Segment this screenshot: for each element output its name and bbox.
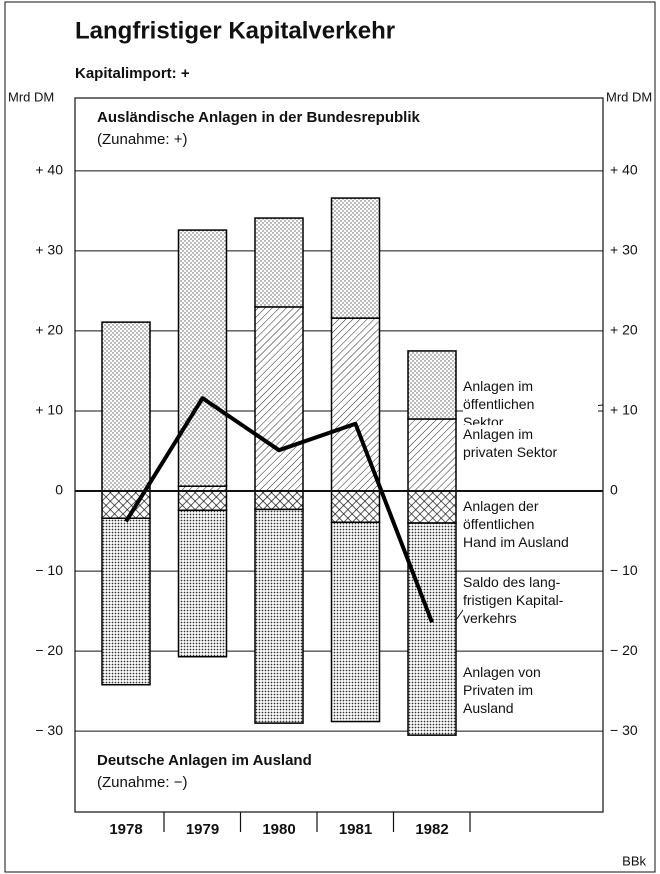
- bar-segment: [101, 321, 151, 492]
- chart-title: Langfristiger Kapitalverkehr: [75, 17, 395, 44]
- y-tick-label: + 20: [35, 322, 63, 338]
- legend-entry: Anlagen von Privaten im Ausland: [463, 663, 598, 717]
- y2-tick-label: + 20: [610, 322, 638, 338]
- y-tick-label: + 10: [35, 402, 63, 418]
- legend-entry: Saldo des lang- fristigen Kapital- verke…: [463, 573, 598, 627]
- bar-segment: [177, 490, 228, 511]
- bar-segment: [254, 508, 304, 724]
- bar-segment: [254, 490, 304, 511]
- bar-segment: [254, 306, 304, 492]
- annotation: (Zunahme: +): [97, 131, 187, 148]
- bar-segment: [407, 522, 457, 736]
- x-tick-label: 1982: [415, 821, 448, 838]
- y2-tick-label: + 10: [610, 402, 638, 418]
- bar-segment: [407, 490, 457, 524]
- bar-segment: [407, 418, 457, 492]
- bar-segment: [330, 490, 381, 523]
- bar-segment: [407, 350, 457, 420]
- y-tick-label: − 20: [35, 642, 63, 658]
- source: BBk: [622, 853, 646, 868]
- x-tick-label: 1979: [186, 821, 219, 838]
- y-axis-label: Mrd DM: [8, 89, 54, 104]
- y2-tick-label: − 20: [610, 642, 638, 658]
- bar-segment: [177, 229, 228, 487]
- bar-segment: [330, 197, 381, 319]
- x-tick-label: 1981: [339, 821, 372, 838]
- bar-segment: [177, 509, 228, 658]
- y2-tick-label: 0: [610, 482, 618, 498]
- y-tick-label: − 30: [35, 722, 63, 738]
- y-tick-label: 0: [55, 482, 63, 498]
- x-tick-label: 1978: [109, 821, 142, 838]
- line-series: [124, 396, 434, 624]
- y2-tick-label: + 30: [610, 242, 638, 258]
- plot-frame: [74, 97, 604, 813]
- y-tick-label: − 10: [35, 562, 63, 578]
- legend-entry: Anlagen der öffentlichen Hand im Ausland: [463, 497, 598, 551]
- legend-entry: Anlagen im öffentlichen Sektor: [463, 377, 598, 431]
- y-tick-label: + 30: [35, 242, 63, 258]
- y2-tick-label: + 40: [610, 162, 638, 178]
- bar-segment: [101, 517, 151, 686]
- y2-tick-label: − 30: [610, 722, 638, 738]
- y-tick-label: + 40: [35, 162, 63, 178]
- annotation: Deutsche Anlagen im Ausland: [97, 752, 312, 769]
- bar-segment: [254, 217, 304, 308]
- y2-axis-label: Mrd DM: [606, 89, 652, 104]
- y2-tick-label: − 10: [610, 562, 638, 578]
- legend-entry: Anlagen im privaten Sektor: [463, 425, 598, 461]
- subtitle: Kapitalimport: +: [75, 65, 190, 82]
- annotation: (Zunahme: −): [97, 774, 187, 791]
- bar-segment: [330, 521, 381, 723]
- frame: [4, 1, 656, 873]
- x-tick-label: 1980: [262, 821, 295, 838]
- annotation: Ausländische Anlagen in der Bundesrepubl…: [97, 109, 420, 126]
